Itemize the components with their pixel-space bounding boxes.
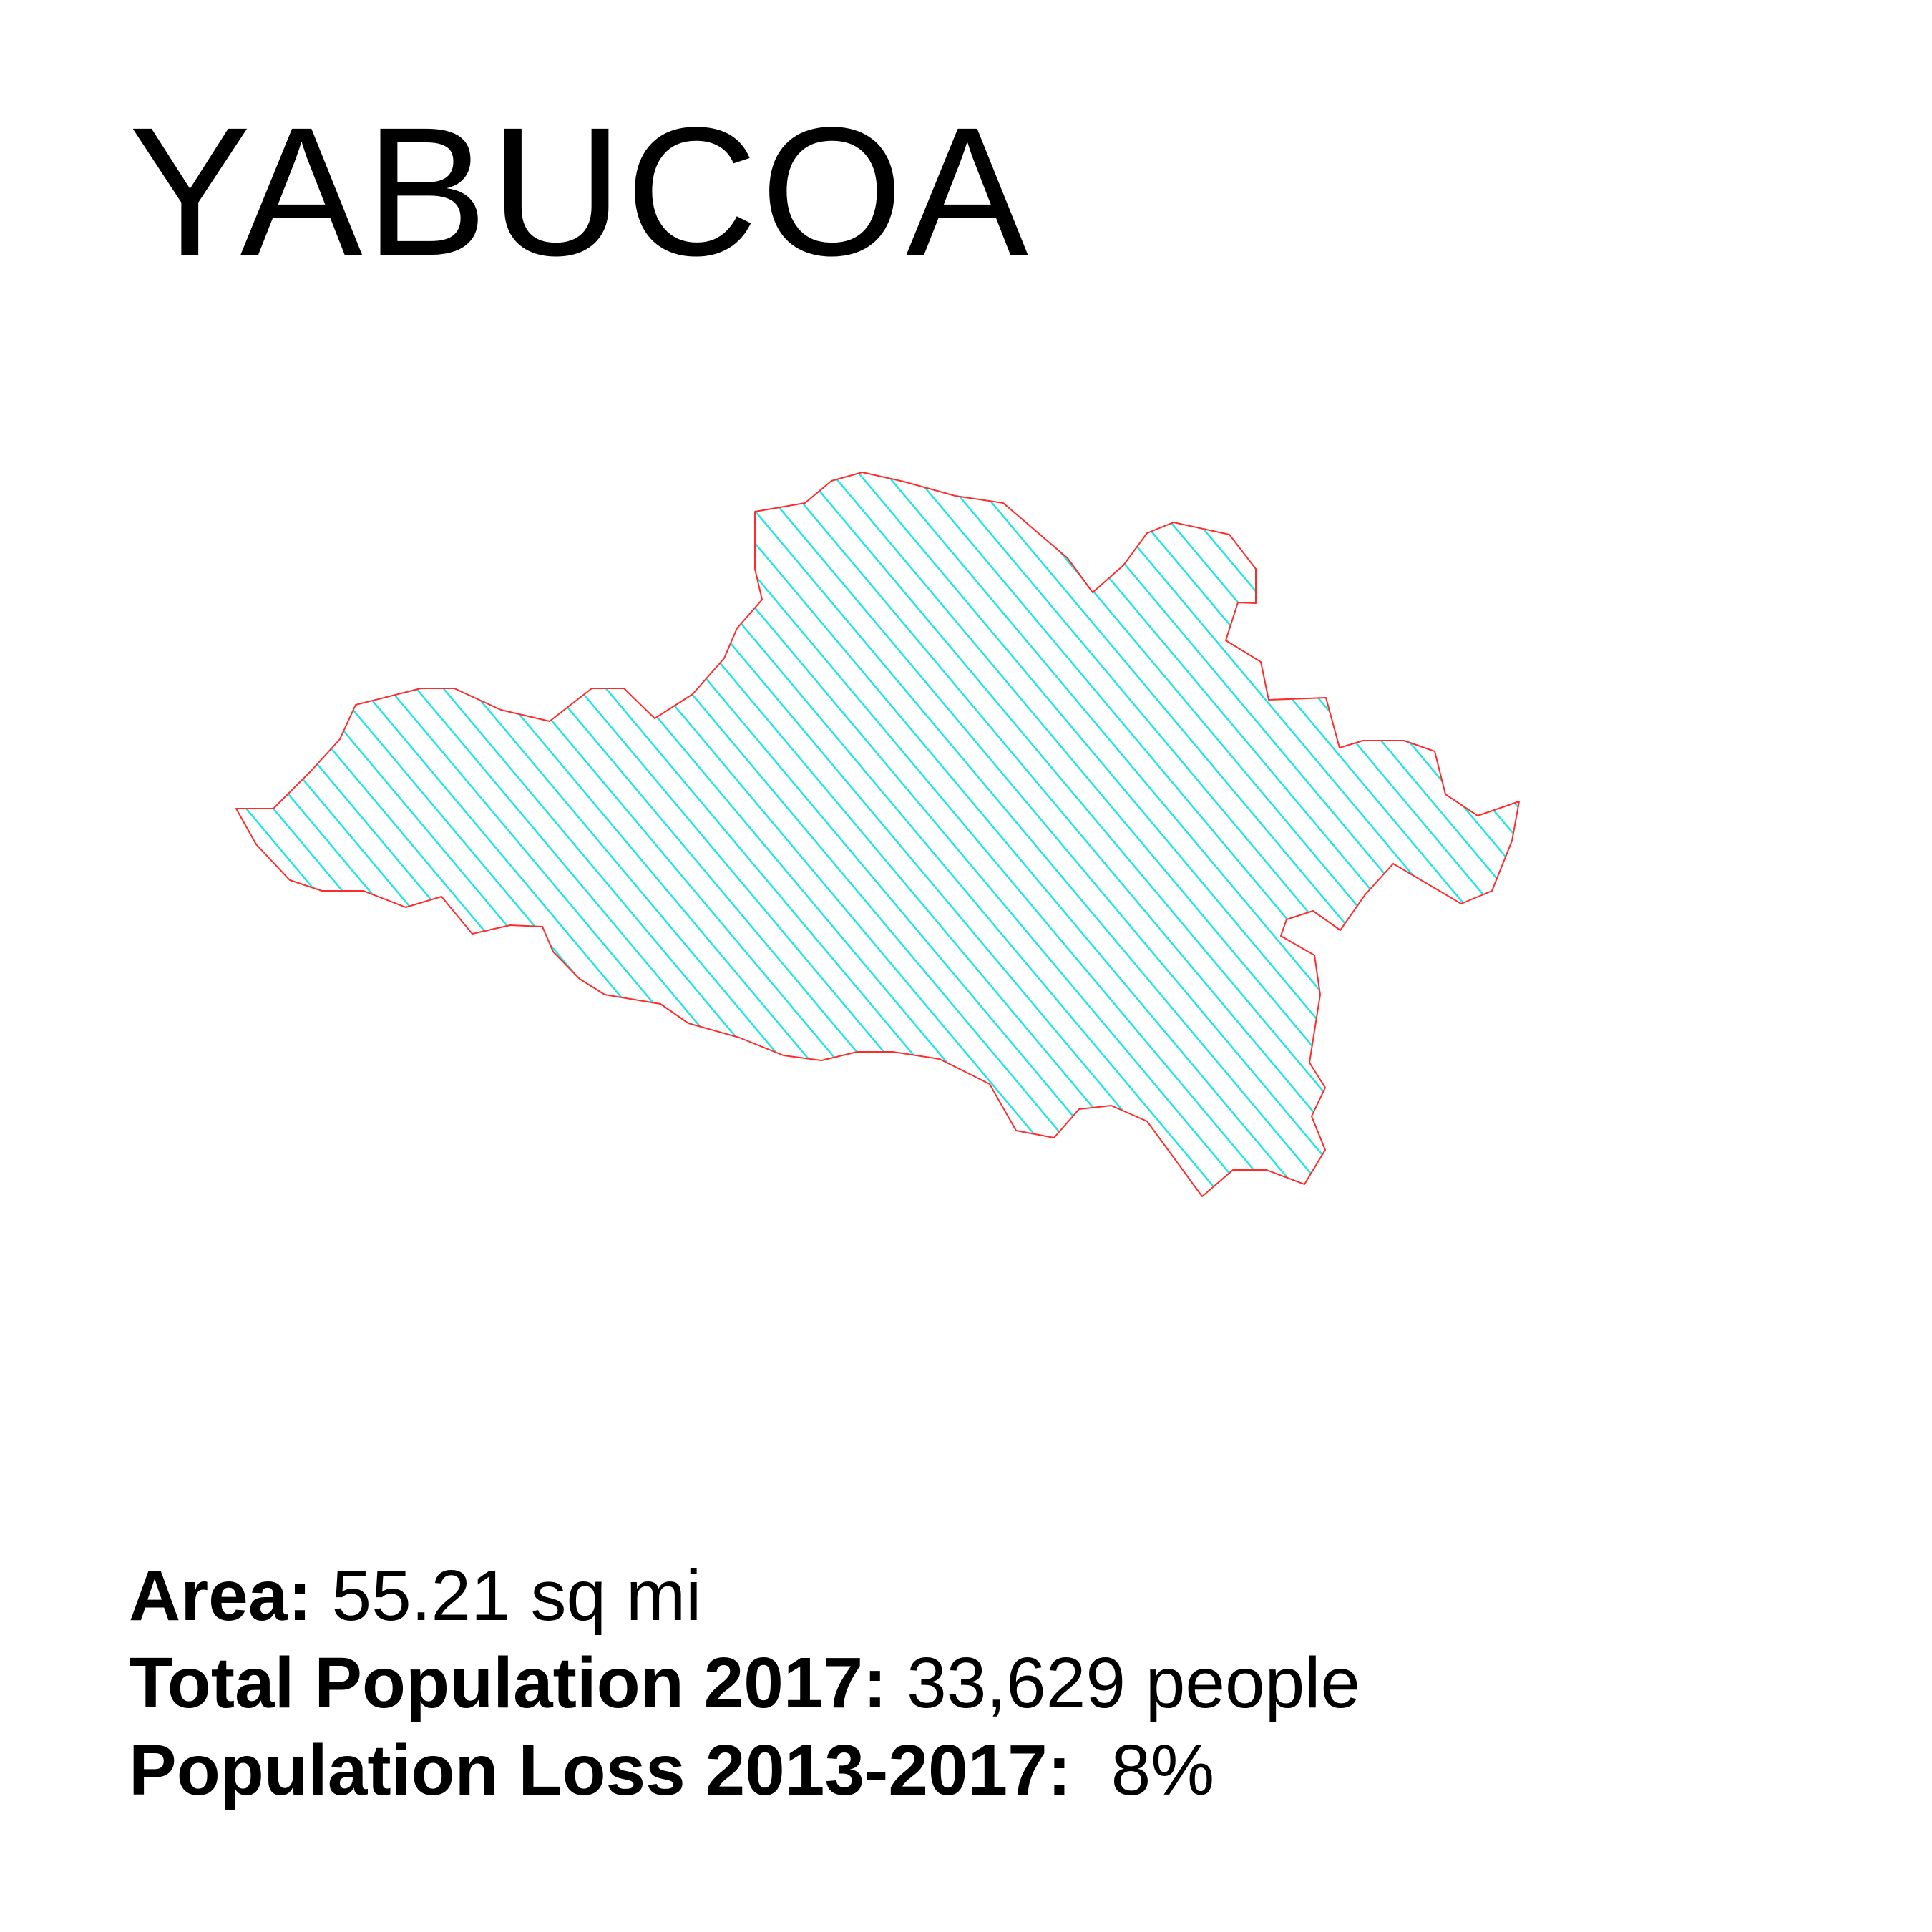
stats-block: Area: 55.21 sq mi Total Population 2017:… xyxy=(129,1560,1360,1822)
population-loss-label: Population Loss 2013-2017: xyxy=(129,1730,1072,1810)
population-loss-value: 8% xyxy=(1071,1730,1215,1810)
population-row: Total Population 2017: 33,629 people xyxy=(129,1647,1360,1735)
population-loss-row: Population Loss 2013-2017: 8% xyxy=(129,1735,1360,1822)
population-label: Total Population 2017: xyxy=(129,1643,887,1723)
area-label: Area: xyxy=(129,1556,312,1636)
municipality-shape xyxy=(235,472,1520,1197)
population-value: 33,629 people xyxy=(887,1643,1361,1723)
area-row: Area: 55.21 sq mi xyxy=(129,1560,1360,1647)
municipality-title: YABUCOA xyxy=(129,89,1031,294)
area-value: 55.21 sq mi xyxy=(311,1556,702,1636)
